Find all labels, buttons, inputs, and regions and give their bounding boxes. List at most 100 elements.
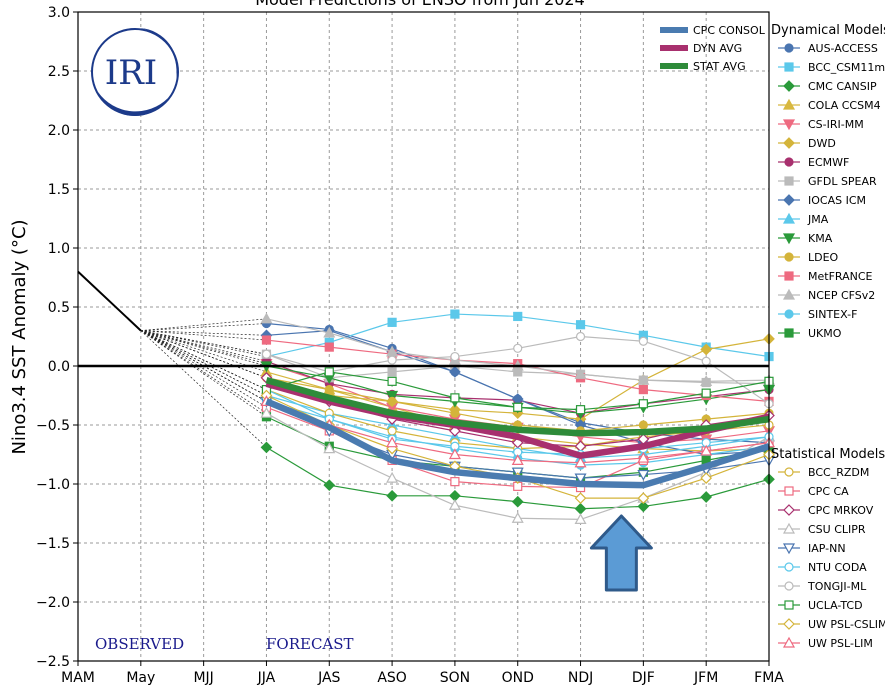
spread-line xyxy=(140,318,267,331)
point-csu-clipr xyxy=(448,499,461,510)
dynamical-legend-title: Dynamical Models xyxy=(771,23,885,38)
legend-marker-ntu-coda xyxy=(784,562,794,572)
legend-label-aus-access: AUS-ACCESS xyxy=(808,42,878,55)
x-tick-label: May xyxy=(126,670,155,686)
point-ucla-tcd xyxy=(387,376,397,386)
point-ucla-tcd xyxy=(701,388,711,398)
spread-line xyxy=(140,330,267,390)
point-iap-nn xyxy=(637,469,650,481)
point-uw-psl-lim xyxy=(511,454,524,465)
point-ucla-tcd xyxy=(513,402,523,412)
spread-line xyxy=(140,330,267,357)
spread-line xyxy=(140,330,267,396)
legend-marker-dwd xyxy=(783,137,795,149)
point-bcc-csm11m xyxy=(450,309,460,319)
legend-marker-iocas-icm xyxy=(783,194,795,206)
legend-marker-cola-ccsm4 xyxy=(782,98,796,110)
legend-marker-cpc-mrkov xyxy=(783,504,795,516)
point-ldeo xyxy=(324,385,334,395)
point-ldeo xyxy=(450,408,460,418)
point-metfrance xyxy=(638,385,648,395)
point-ncep-cfsv2 xyxy=(700,375,713,386)
logo-text: IRI xyxy=(105,53,157,93)
legend-label-ncep-cfsv2: NCEP CFSv2 xyxy=(808,289,875,302)
point-uw-psl-lim xyxy=(700,444,713,456)
forecast-label: FORECAST xyxy=(266,635,354,653)
legend-label-tongji-ml: TONGJI-ML xyxy=(807,580,867,593)
spread-line xyxy=(140,330,267,448)
y-tick-label: 1.5 xyxy=(48,182,70,198)
legend-label-ldeo: LDEO xyxy=(808,251,839,264)
axes: 3.0 2.5 2.0 1.5 1.0 0.5 0.0 −0.5 −1.0 −1.5 −2.0 −2.… xyxy=(36,5,784,686)
legend-label-cmc-cansip: CMC CANSIP xyxy=(808,80,877,93)
consensus-legend: CPC CONSOL DYN AVG STAT AVG xyxy=(660,24,766,73)
point-cmc-cansip xyxy=(511,495,524,508)
legend-marker-tongji-ml xyxy=(784,581,794,591)
legend-marker-cpc-ca xyxy=(784,486,794,496)
legend-label-ntu-coda: NTU CODA xyxy=(808,561,867,574)
point-uw-psl-lim xyxy=(637,451,650,463)
point-tongji-ml xyxy=(575,331,586,342)
legend-marker-ncep-cfsv2 xyxy=(782,288,796,300)
chart-title: Model Predictions of ENSO from Jun 2024 xyxy=(255,0,585,9)
legend-marker-metfrance xyxy=(784,271,794,281)
spread-line xyxy=(140,323,267,331)
spread-line xyxy=(140,330,267,336)
consensus-series xyxy=(77,270,770,489)
legend-marker-ucla-tcd xyxy=(784,600,794,610)
x-tick-label: DJF xyxy=(632,670,655,686)
spread-line xyxy=(140,330,267,408)
point-tongji-ml xyxy=(638,336,648,346)
point-bcc-csm11m xyxy=(513,311,523,322)
point-cmc-cansip xyxy=(260,441,273,454)
legend-marker-csu-clipr xyxy=(782,522,796,534)
point-tongji-ml xyxy=(701,356,711,366)
x-tick-label: SON xyxy=(440,670,470,686)
legend-label-iap-nn: IAP-NN xyxy=(808,542,846,555)
point-iocas-icm xyxy=(449,366,461,378)
legend-label-uw-psl-cslim: UW PSL-CSLIM xyxy=(808,618,885,631)
legend-label-ecmwf: ECMWF xyxy=(808,156,849,169)
legend-label-dyn-avg: DYN AVG xyxy=(693,42,742,55)
observed-line xyxy=(77,270,142,332)
point-csu-clipr xyxy=(386,471,399,483)
legend-marker-cs-iri-mm xyxy=(782,119,796,131)
grid-lines xyxy=(78,12,769,661)
point-csu-clipr xyxy=(511,511,524,523)
y-tick-label: −1.0 xyxy=(36,477,70,493)
x-tick-label: ASO xyxy=(377,670,406,686)
point-cpc-ca xyxy=(450,477,460,487)
x-tick-label: NDJ xyxy=(568,670,593,686)
y-axis-label: Nino3.4 SST Anomaly (°C) xyxy=(9,219,30,454)
legend-label-cola-ccsm4: COLA CCSM4 xyxy=(808,99,881,112)
legend-label-cpc-consol: CPC CONSOL xyxy=(693,24,766,37)
point-bcc-csm11m xyxy=(387,317,397,327)
point-csu-clipr xyxy=(574,513,587,525)
legend-marker-aus-access xyxy=(784,43,794,53)
point-cmc-cansip xyxy=(386,489,398,502)
legend-label-uw-psl-lim: UW PSL-LIM xyxy=(808,637,873,650)
point-csu-clipr xyxy=(323,442,336,454)
point-ncep-cfsv2 xyxy=(574,368,587,379)
legend-marker-jma xyxy=(782,212,796,224)
spread-line xyxy=(140,330,267,364)
up-arrow-icon xyxy=(589,514,653,592)
point-ucla-tcd xyxy=(638,399,648,409)
legend-label-cs-iri-mm: CS-IRI-MM xyxy=(808,118,864,131)
point-kma xyxy=(386,390,399,402)
legend-label-csu-clipr: CSU CLIPR xyxy=(808,523,866,536)
x-tick-label: MJJ xyxy=(193,670,213,686)
iri-logo: IRI xyxy=(91,28,179,116)
point-tongji-ml xyxy=(387,355,397,365)
point-cmc-cansip xyxy=(637,500,650,513)
legend-marker-cmc-cansip xyxy=(783,80,795,92)
point-csu-clipr xyxy=(260,406,273,418)
legend-marker-gfdl-spear xyxy=(784,176,794,186)
y-tick-label: −2.5 xyxy=(36,654,70,670)
x-tick-label: MAM xyxy=(61,670,95,686)
legend-label-bcc-csm11m: BCC_CSM11m xyxy=(808,61,885,74)
x-tick-label: JJA xyxy=(257,670,276,686)
y-tick-label: −0.5 xyxy=(36,418,70,434)
legend-label-cpc-mrkov: CPC MRKOV xyxy=(808,504,874,517)
